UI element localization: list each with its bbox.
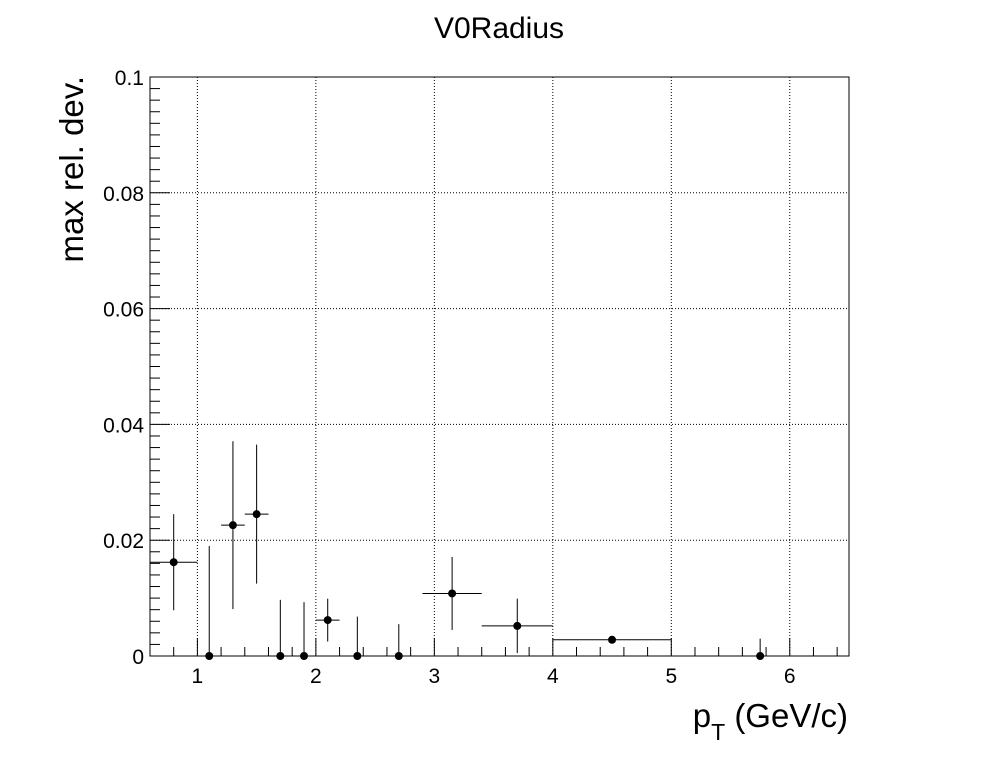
y-axis-title: max rel. dev.: [53, 76, 90, 262]
y-tick-label: 0.06: [103, 299, 144, 322]
x-axis-title-subscript: T: [711, 719, 725, 745]
data-point: [481, 598, 553, 654]
data-point: [552, 635, 672, 644]
point-marker: [169, 558, 178, 567]
plot-frame: [149, 76, 850, 657]
data-point: [339, 616, 376, 660]
y-tick-labels: 0 0.02 0.04 0.06 0.08 0.1: [103, 67, 144, 669]
x-tick-label: 5: [665, 665, 677, 688]
chart-title: V0Radius: [434, 12, 564, 45]
x-tick-label: 3: [428, 665, 440, 688]
data-point: [244, 444, 269, 584]
x-tick-labels: 1 2 3 4 5 6: [192, 665, 796, 688]
x-axis-title-spacer: [725, 697, 734, 734]
x-axis-title: pT (GeV/c): [693, 697, 848, 745]
axis-ticks: [149, 76, 838, 657]
data-points: [150, 441, 849, 660]
point-marker: [513, 621, 522, 630]
y-tick-label: 0.1: [115, 67, 144, 90]
data-point: [268, 599, 293, 660]
x-tick-label: 2: [310, 665, 322, 688]
data-point: [671, 638, 849, 660]
data-point: [150, 514, 198, 611]
data-point: [292, 602, 316, 660]
point-marker: [252, 510, 261, 519]
data-point: [197, 545, 222, 660]
y-tick-label: 0: [132, 646, 144, 669]
data-point: [221, 441, 245, 610]
point-marker: [448, 589, 457, 598]
x-tick-label: 1: [192, 665, 204, 688]
data-point: [375, 624, 423, 660]
data-point: [315, 598, 340, 642]
point-marker: [608, 635, 617, 644]
x-axis-title-unit: (GeV/c): [734, 697, 848, 734]
y-tick-label: 0.08: [103, 183, 144, 206]
data-point: [422, 556, 482, 630]
x-axis-title-main: p: [693, 697, 711, 734]
x-tick-label: 6: [784, 665, 796, 688]
y-tick-label: 0.04: [103, 414, 144, 437]
y-tick-label: 0.02: [103, 530, 144, 553]
grid-lines: [150, 77, 849, 656]
x-tick-label: 4: [547, 665, 559, 688]
point-marker: [228, 521, 237, 530]
point-marker: [323, 616, 332, 625]
